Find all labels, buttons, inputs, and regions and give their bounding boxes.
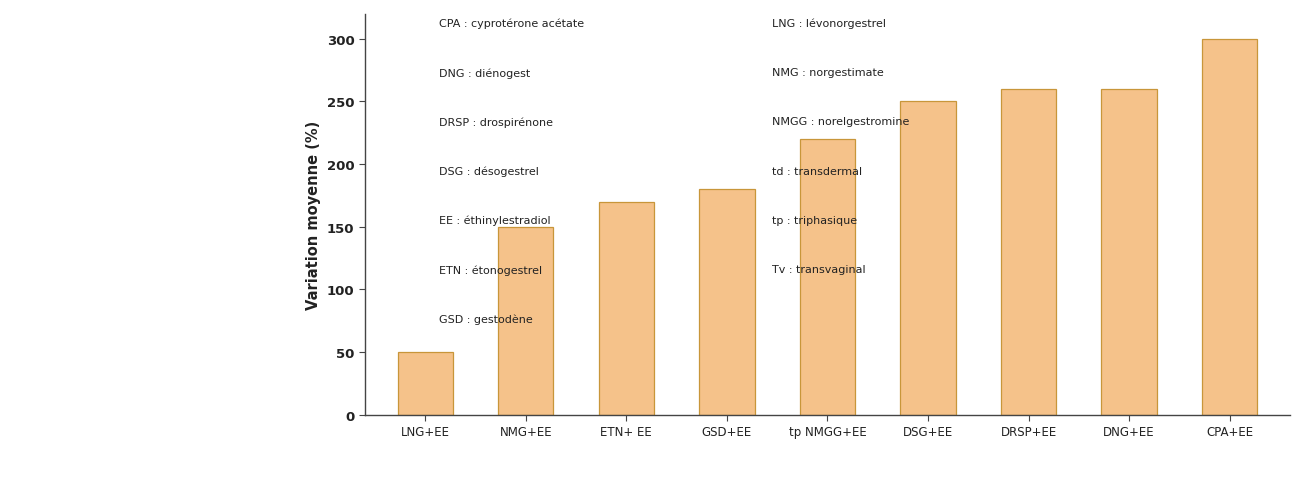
Text: de l’éthinyl-estradiol: de l’éthinyl-estradiol [87, 293, 271, 309]
Text: NMGG : norelgestromine: NMGG : norelgestromine [771, 117, 909, 127]
Text: Variation de la SHBG: Variation de la SHBG [89, 137, 270, 152]
Text: CPA : cyprotérone acétate: CPA : cyprotérone acétate [439, 19, 584, 29]
Text: NMG : norgestimate: NMG : norgestimate [771, 68, 883, 78]
Bar [598, 202, 654, 415]
Y-axis label: Variation moyenne (%): Variation moyenne (%) [306, 120, 321, 309]
Text: (D’après ODLIND V: (D’après ODLIND V [96, 332, 262, 348]
Bar [1001, 90, 1057, 415]
Text: Gynecol Scand,: Gynecol Scand, [112, 410, 246, 425]
Bar [498, 227, 554, 415]
Bar [1201, 40, 1257, 415]
Text: DNG : diénogest: DNG : diénogest [439, 68, 530, 79]
Text: LNG : lévonorgestrel: LNG : lévonorgestrel [771, 19, 886, 29]
Text: de contraceptifs: de contraceptifs [108, 215, 250, 230]
Text: et al., Acta Obstet: et al., Acta Obstet [99, 371, 259, 386]
Text: tp : triphasique: tp : triphasique [771, 216, 857, 225]
Text: oraux contenant: oraux contenant [107, 254, 251, 269]
Bar [900, 102, 955, 415]
Text: Figure 3 :: Figure 3 : [137, 98, 222, 113]
Text: GSD : gestodène: GSD : gestodène [439, 314, 533, 325]
Bar [1101, 90, 1157, 415]
Text: DSG : désogestrel: DSG : désogestrel [439, 166, 538, 177]
Text: Tv : transvaginal: Tv : transvaginal [771, 265, 865, 275]
Text: DRSP : drospirénone: DRSP : drospirénone [439, 117, 552, 127]
Text: td : transdermal: td : transdermal [771, 166, 863, 176]
Text: 2002;81:482-90): 2002;81:482-90) [107, 449, 251, 464]
Bar [397, 352, 453, 415]
Text: EE : éthinylestradiol: EE : éthinylestradiol [439, 216, 550, 226]
Text: ETN : étonogestrel: ETN : étonogestrel [439, 265, 542, 275]
Bar [800, 140, 855, 415]
Text: lors de la prise: lors de la prise [115, 176, 244, 191]
Bar [700, 190, 754, 415]
